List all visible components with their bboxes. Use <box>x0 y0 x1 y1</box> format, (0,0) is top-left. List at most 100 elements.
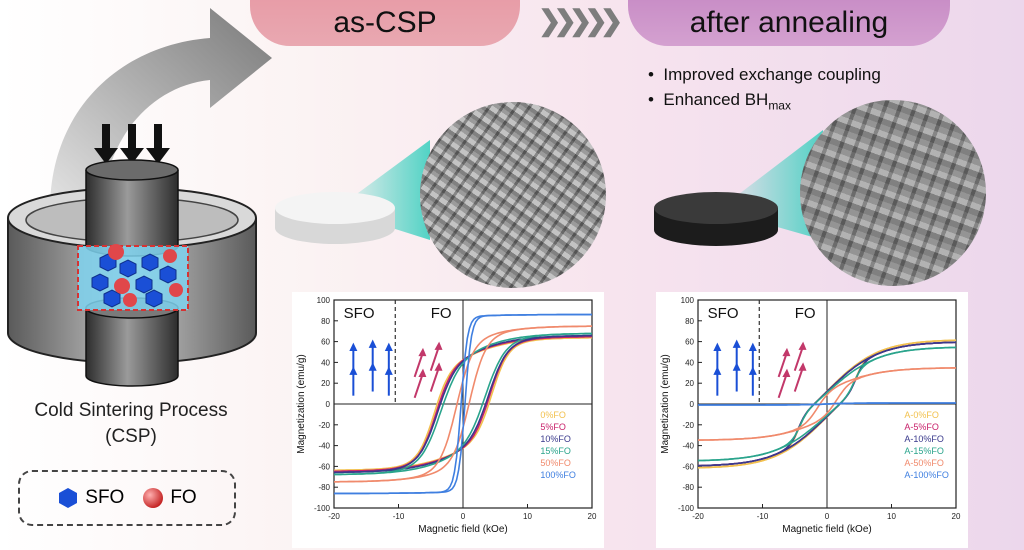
fo-spin-arrow <box>793 368 804 392</box>
benefit-text-2-sub: max <box>768 98 791 113</box>
x-tick-label: 20 <box>952 512 961 521</box>
process-caption-line2: (CSP) <box>105 426 157 447</box>
fo-spin-arrowhead <box>434 341 443 350</box>
fo-spin-arrow <box>429 347 440 372</box>
fo-spin-arrow <box>413 353 424 378</box>
sfo-spin-arrowhead <box>732 362 741 371</box>
y-tick-label: 40 <box>321 358 330 367</box>
sfo-spin-arrowhead <box>713 366 722 375</box>
hysteresis-branch-up <box>698 402 956 406</box>
fo-spin-arrow <box>429 368 440 392</box>
sfo-spin-arrowhead <box>748 342 757 351</box>
fo-spin-arrowhead <box>782 347 791 357</box>
legend-entry: 100%FO <box>540 470 576 480</box>
legend-sfo-label: SFO <box>85 487 125 508</box>
y-tick-label: -20 <box>682 421 694 430</box>
y-tick-label: 80 <box>321 317 330 326</box>
y-tick-label: 0 <box>326 400 331 409</box>
annealed-hysteresis-chart: 100 80 60 40 20 0 -20 -40 -60 -80 -100 -20 -10 0 10 20 M… <box>656 292 968 548</box>
legend-entry: A-50%FO <box>904 458 944 468</box>
after-annealing-label: after annealing <box>689 6 889 39</box>
x-tick-label: 20 <box>588 512 597 521</box>
sfo-spin-arrowhead <box>384 366 393 375</box>
legend-entry: A-5%FO <box>904 422 939 432</box>
particle-legend: SFO FO <box>18 470 236 526</box>
fo-particles <box>108 244 183 307</box>
legend-entry: 5%FO <box>540 422 566 432</box>
legend-entry: A-100%FO <box>904 470 949 480</box>
fo-spin-arrowhead <box>782 368 791 377</box>
hysteresis-branch-up <box>697 346 957 462</box>
x-tick-label: -20 <box>328 512 340 521</box>
hysteresis-branch-up <box>334 313 592 495</box>
annealing-benefits-list: • Improved exchange coupling • Enhanced … <box>648 62 881 118</box>
benefit-text-2: Enhanced BH <box>663 90 769 109</box>
as-csp-sem-image <box>420 102 606 288</box>
y-tick-label: -40 <box>318 442 330 451</box>
x-tick-label: 0 <box>825 512 830 521</box>
annealed-sem-image <box>800 100 986 286</box>
y-tick-label: 60 <box>685 338 694 347</box>
chevron-arrows-icon: ❯❯❯❯❯ <box>538 5 623 36</box>
y-tick-label: -80 <box>318 483 330 492</box>
y-tick-label: 20 <box>321 379 330 388</box>
y-tick-label: -60 <box>318 462 330 471</box>
fo-spin-arrowhead <box>434 362 443 371</box>
x-axis-label: Magnetic field (kOe) <box>418 524 507 535</box>
region-label-fo: FO <box>795 305 816 322</box>
y-axis-label: Magnetization (emu/g) <box>296 354 307 454</box>
fo-spin-arrowhead <box>418 347 427 357</box>
x-tick-label: 10 <box>887 512 896 521</box>
y-tick-label: 80 <box>685 317 694 326</box>
legend-entry: A-10%FO <box>904 434 944 444</box>
fo-spin-arrow <box>413 374 424 399</box>
y-tick-label: 60 <box>321 338 330 347</box>
region-label-sfo: SFO <box>708 305 739 322</box>
x-tick-label: -20 <box>692 512 704 521</box>
legend-entry: A-0%FO <box>904 410 939 420</box>
x-axis-label: Magnetic field (kOe) <box>782 524 871 535</box>
fo-spin-arrowhead <box>798 362 807 371</box>
x-tick-label: -10 <box>757 512 769 521</box>
y-tick-label: -60 <box>682 462 694 471</box>
sfo-spin-arrowhead <box>368 339 377 348</box>
sfo-spin-arrowhead <box>349 366 358 375</box>
sfo-spin-arrowhead <box>732 339 741 348</box>
process-caption-line1: Cold Sintering Process <box>34 400 228 421</box>
cold-sintering-mold <box>7 124 257 387</box>
y-tick-label: 0 <box>690 400 695 409</box>
legend-entry: 10%FO <box>540 434 571 444</box>
sfo-spin-arrowhead <box>748 366 757 375</box>
hysteresis-branch-up <box>334 332 592 476</box>
region-label-sfo: SFO <box>344 305 375 322</box>
sfo-spin-arrowhead <box>384 342 393 351</box>
as-csp-hysteresis-chart: 100 80 60 40 20 0 -20 -40 -60 -80 -100 -20 -10 0 10 20 M… <box>292 292 604 548</box>
sfo-spin-arrowhead <box>368 362 377 371</box>
legend-entry: 50%FO <box>540 458 571 468</box>
fo-spin-arrow <box>777 353 788 378</box>
fo-spin-arrowhead <box>418 368 427 377</box>
fo-sphere-icon <box>143 488 164 508</box>
y-axis-label: Magnetization (emu/g) <box>660 354 671 454</box>
as-csp-pellet-zoom <box>275 140 430 244</box>
y-tick-label: -100 <box>314 504 331 513</box>
x-tick-label: -10 <box>393 512 405 521</box>
powder-region-highlight <box>77 245 189 311</box>
legend-entry: 0%FO <box>540 410 566 420</box>
hysteresis-branch-up <box>698 367 956 441</box>
after-annealing-header: after annealing <box>628 0 950 46</box>
y-tick-label: -80 <box>682 483 694 492</box>
fo-spin-arrow <box>777 374 788 399</box>
benefit-text-1: Improved exchange coupling <box>663 65 881 84</box>
y-tick-label: -100 <box>678 504 695 513</box>
x-tick-label: 10 <box>523 512 532 521</box>
sfo-hexagon-icon <box>59 488 78 508</box>
as-csp-header: as-CSP <box>250 0 520 46</box>
benefit-item: • Improved exchange coupling <box>648 65 881 84</box>
sfo-spin-arrowhead <box>713 342 722 351</box>
y-tick-label: 20 <box>685 379 694 388</box>
annealed-pellet-zoom <box>654 130 823 246</box>
y-tick-label: 100 <box>681 296 695 305</box>
sfo-particles <box>91 253 177 308</box>
